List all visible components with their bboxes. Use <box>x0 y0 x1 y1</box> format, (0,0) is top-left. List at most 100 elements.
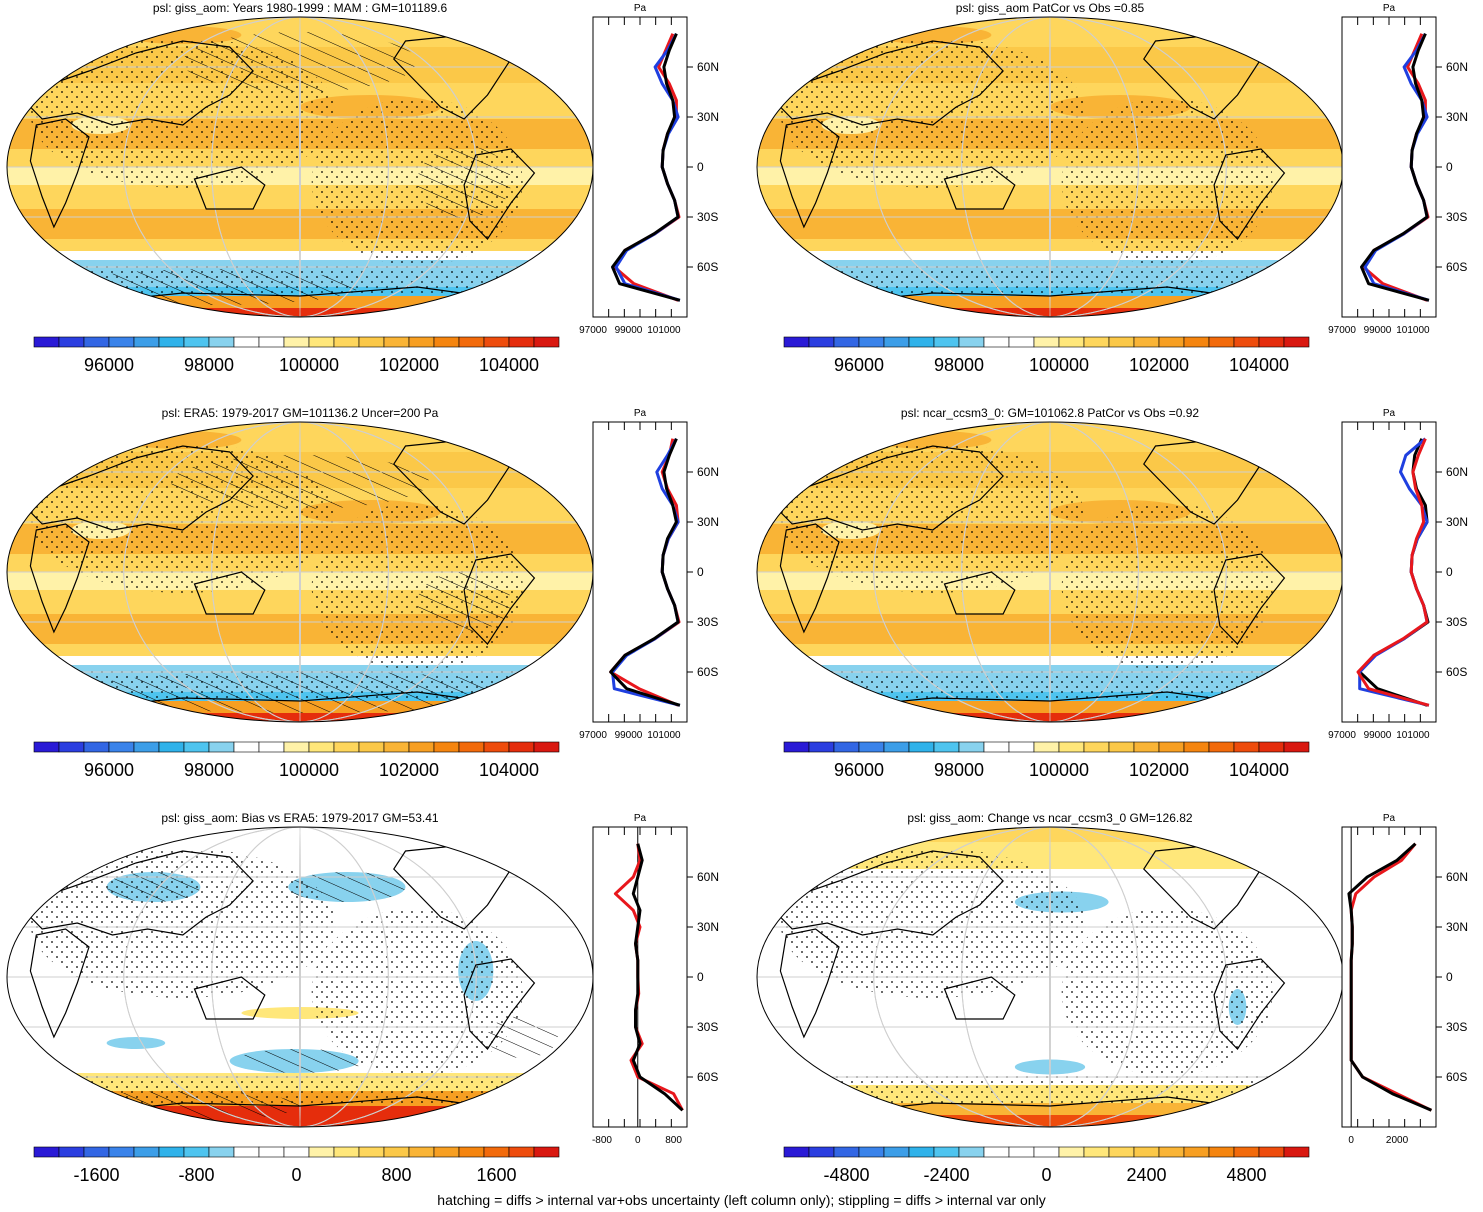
colorbar-label: -1600 <box>73 1165 119 1185</box>
colorbar-swatch <box>233 336 260 348</box>
stippling <box>311 908 523 1076</box>
colorbar-label: 98000 <box>184 760 234 780</box>
colorbar-swatch <box>1258 336 1285 348</box>
profile-xtick-label: 97000 <box>1328 730 1356 741</box>
colorbar: -1600 -800 0 800 1600 <box>33 1146 560 1185</box>
colorbar: 96000 98000 100000 102000 104000 <box>33 741 560 780</box>
colorbar-swatch <box>1008 1146 1035 1158</box>
graticule-lon <box>1049 422 1051 722</box>
colorbar-swatch <box>933 1146 960 1158</box>
profile-unit: Pa <box>634 408 647 419</box>
hatching <box>288 872 406 902</box>
profile-frame <box>1341 16 1437 318</box>
stippling <box>1061 908 1273 1076</box>
panel-title: psl: giss_aom: Change vs ncar_ccsm3_0 GM… <box>907 811 1192 825</box>
colorbar-swatch <box>983 336 1010 348</box>
colorbar-swatch <box>58 336 85 348</box>
graticule-lon <box>961 827 1139 1127</box>
stippling <box>780 38 1086 188</box>
colorbar-label: -2400 <box>923 1165 969 1185</box>
lat-label: 60S <box>697 665 718 679</box>
profile-xtick-label: 800 <box>665 1135 682 1146</box>
profile-unit: Pa <box>1383 408 1396 419</box>
coastline <box>193 166 266 210</box>
colorbar-swatch <box>833 741 860 753</box>
colorbar-swatch <box>283 1146 310 1158</box>
colorbar-swatch <box>108 336 135 348</box>
colorbar-swatch <box>133 741 160 753</box>
coastline <box>29 850 254 936</box>
colorbar-swatch <box>1208 741 1235 753</box>
stippling <box>1061 503 1273 671</box>
colorbar-swatch <box>358 741 385 753</box>
profile-xtick-label: 99000 <box>615 325 643 336</box>
map-field <box>757 17 1343 317</box>
lat-label: 30S <box>697 210 718 224</box>
colorbar-swatch <box>208 336 235 348</box>
zonal-profile: Pa 60N 30N 0 30S 60S 97000 99000 101000 <box>579 408 719 741</box>
lat-label: 60N <box>1446 870 1468 884</box>
colorbar-swatch <box>958 336 985 348</box>
graticule-lon <box>299 827 301 1127</box>
colorbar-label: 800 <box>381 1165 411 1185</box>
colorbar-swatch <box>1008 741 1035 753</box>
profile-xtick-label: 101000 <box>1396 730 1430 741</box>
colorbar-swatch <box>283 336 310 348</box>
colorbar-label: 96000 <box>84 355 134 375</box>
colorbar-swatch <box>1058 336 1085 348</box>
map-field <box>7 17 593 317</box>
profile-xtick-label: 101000 <box>1396 325 1430 336</box>
colorbar-swatch <box>1008 336 1035 348</box>
coastline <box>779 523 840 634</box>
colorbar-label: 0 <box>1041 1165 1051 1185</box>
colorbar-swatch <box>958 741 985 753</box>
coastline <box>29 40 254 126</box>
coastline <box>29 118 90 229</box>
lat-label: 60S <box>697 1070 718 1084</box>
profile-xtick-label: 0 <box>1348 1135 1354 1146</box>
zonal-profile: Pa 60N 30N 0 30S 60S -800 0 800 <box>592 813 719 1146</box>
profile-xtick-label: -800 <box>592 1135 612 1146</box>
colorbar-swatch <box>1133 741 1160 753</box>
colorbar-swatch <box>908 336 935 348</box>
colorbar-swatch <box>433 741 460 753</box>
coastline <box>463 553 536 645</box>
colorbar-swatch <box>1133 1146 1160 1158</box>
colorbar-swatch <box>33 1146 60 1158</box>
coastline <box>1213 553 1286 645</box>
colorbar-swatch <box>308 336 335 348</box>
colorbar-swatch <box>1183 1146 1210 1158</box>
coastline <box>193 976 266 1020</box>
colorbar-swatch <box>783 741 810 753</box>
colorbar-swatch <box>1208 336 1235 348</box>
colorbar-swatch <box>983 741 1010 753</box>
colorbar-swatch <box>1158 336 1185 348</box>
stippling <box>780 848 1086 998</box>
lat-label: 30N <box>697 515 719 529</box>
colorbar-swatch <box>858 1146 885 1158</box>
hatching <box>417 146 511 218</box>
lat-label: 0 <box>697 565 704 579</box>
colorbar-label: 4800 <box>1226 1165 1266 1185</box>
profile-unit: Pa <box>1383 813 1396 824</box>
panel-title: psl: ERA5: 1979-2017 GM=101136.2 Uncer=2… <box>162 406 439 420</box>
colorbar-swatch <box>458 336 485 348</box>
colorbar-swatch <box>808 1146 835 1158</box>
panel-giss-bias: psl: giss_aom: Bias vs ERA5: 1979-2017 G… <box>6 811 719 1185</box>
colorbar-swatch <box>133 336 160 348</box>
panel-title: psl: giss_aom: Years 1980-1999 : MAM : G… <box>153 1 448 15</box>
colorbar-label: 1600 <box>476 1165 516 1185</box>
lat-label: 30S <box>1446 1020 1467 1034</box>
colorbar-swatch <box>1183 336 1210 348</box>
colorbar-swatch <box>833 336 860 348</box>
coastline <box>29 928 90 1039</box>
colorbar-label: 98000 <box>184 355 234 375</box>
colorbar-label: 100000 <box>1029 760 1089 780</box>
coastline <box>1213 958 1286 1050</box>
colorbar-swatch <box>1133 336 1160 348</box>
colorbar-swatch <box>1083 1146 1110 1158</box>
colorbar-swatch <box>333 336 360 348</box>
colorbar-swatch <box>533 1146 560 1158</box>
colorbar-swatch <box>983 1146 1010 1158</box>
map-anomaly <box>106 1037 166 1049</box>
